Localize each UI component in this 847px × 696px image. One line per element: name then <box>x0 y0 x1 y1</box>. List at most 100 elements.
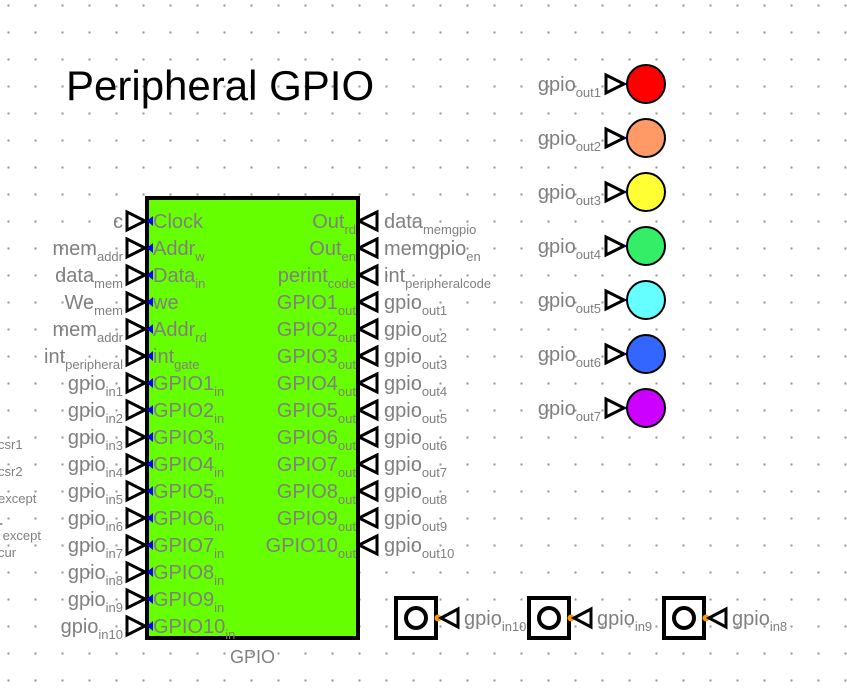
input-port-label: we <box>152 292 179 314</box>
input-pin <box>147 351 153 361</box>
input-button[interactable]: gpioin9 <box>527 596 652 640</box>
button-knob-icon <box>404 606 428 630</box>
output-port-label: GPIO10out <box>266 535 357 561</box>
component-name: GPIO <box>230 647 275 667</box>
right-tunnel-label: intperipheralcode <box>384 265 491 291</box>
right-tunnels: datamemgpiomemgpioenintperipheralcodegpi… <box>355 209 491 561</box>
left-tunnel-label: gpioin4 <box>68 454 123 480</box>
left-tunnel-label: gpioin8 <box>68 562 123 588</box>
led-label: gpioout6 <box>538 344 601 370</box>
tunnel-icon <box>705 606 728 630</box>
led-input-icon <box>604 72 628 96</box>
led-light <box>626 226 666 266</box>
clipped-label: cur <box>0 545 17 560</box>
tunnel-icon <box>125 614 149 638</box>
gpio-component[interactable]: GPIOClockAddrwDatainweAddrrdintgateGPIO1… <box>145 196 360 667</box>
right-tunnel-label: memgpioen <box>384 238 481 264</box>
led-light <box>626 64 666 104</box>
tunnel-icon <box>355 425 379 449</box>
input-pin <box>147 567 153 577</box>
tunnel-icon <box>125 263 149 287</box>
input-pin <box>147 459 153 469</box>
led-light <box>626 388 666 428</box>
tunnel-icon <box>355 533 379 557</box>
right-tunnel-label: gpioout9 <box>384 508 447 534</box>
right-tunnel-label: gpioout4 <box>384 373 447 399</box>
input-pin <box>147 216 153 226</box>
output-port-label: GPIO9out <box>277 508 357 534</box>
input-button[interactable]: gpioin10 <box>394 596 526 640</box>
input-button[interactable]: gpioin8 <box>662 596 787 640</box>
tunnel-icon <box>125 533 149 557</box>
gpio-body[interactable] <box>145 196 360 640</box>
left-tunnel-label: gpioin10 <box>61 616 123 642</box>
input-port-label: GPIO7in <box>153 535 224 561</box>
left-tunnel-label: datamem <box>55 265 123 291</box>
tunnel-icon <box>125 560 149 584</box>
clipped-label: rexcept <box>0 517 41 543</box>
input-pin <box>147 243 153 253</box>
right-tunnel-label: gpioout1 <box>384 292 447 318</box>
input-pin <box>147 270 153 280</box>
input-pin <box>147 486 153 496</box>
led-column: gpioout1 gpioout2 gpioout3 gpioout4 gpioout5… <box>538 64 666 428</box>
tunnel-icon <box>125 236 149 260</box>
tunnel-icon <box>125 479 149 503</box>
right-tunnel-label: gpioout6 <box>384 427 447 453</box>
button-label: gpioin10 <box>464 608 526 634</box>
tunnel-icon <box>355 263 379 287</box>
right-tunnel-label: gpioout10 <box>384 535 454 561</box>
left-tunnel-label: gpioin3 <box>68 427 123 453</box>
left-tunnel-label: gpioin2 <box>68 400 123 426</box>
right-tunnel-label: gpioout8 <box>384 481 447 507</box>
output-port-label: Outrd <box>312 211 356 237</box>
left-tunnel-label: gpioin6 <box>68 508 123 534</box>
led-input-icon <box>604 396 628 420</box>
right-tunnel-label: gpioout3 <box>384 346 447 372</box>
left-tunnels: cmemaddrdatamemWememmemaddrintperipheral… <box>44 209 149 642</box>
tunnel-icon <box>125 371 149 395</box>
output-port-label: GPIO5out <box>277 400 357 426</box>
input-pin <box>147 432 153 442</box>
button-row: gpioin10 gpioin9 gpioin8 <box>394 596 787 640</box>
tunnel-icon <box>125 290 149 314</box>
output-port-label: GPIO2out <box>277 319 357 345</box>
left-tunnel-label: memaddr <box>53 238 124 264</box>
button-label: gpioin9 <box>597 608 652 634</box>
led-label: gpioout5 <box>538 290 601 316</box>
led-label: gpioout1 <box>538 74 601 100</box>
clipped-label: except <box>0 491 37 506</box>
input-port-label: GPIO8in <box>153 562 224 588</box>
tunnel-icon <box>355 290 379 314</box>
led-light <box>626 118 666 158</box>
input-port-label: GPIO10in <box>153 616 235 642</box>
output-port-label: GPIO1out <box>277 292 357 318</box>
led-light <box>626 280 666 320</box>
input-pin <box>147 297 153 307</box>
output-port-label: GPIO6out <box>277 427 357 453</box>
output-port-label: GPIO7out <box>277 454 357 480</box>
input-pin <box>147 324 153 334</box>
tunnel-icon <box>355 506 379 530</box>
input-pin <box>147 378 153 388</box>
tunnel-icon <box>125 317 149 341</box>
right-tunnel-label: datamemgpio <box>384 211 476 237</box>
tunnel-icon <box>125 425 149 449</box>
input-pin <box>147 540 153 550</box>
input-port-label: GPIO2in <box>153 400 224 426</box>
input-port-label: Datain <box>153 265 205 291</box>
button-label: gpioin8 <box>732 608 787 634</box>
input-port-label: Addrrd <box>153 319 207 345</box>
tunnel-icon <box>355 371 379 395</box>
tunnel-icon <box>570 606 593 630</box>
left-tunnel-label: c <box>113 211 123 233</box>
left-tunnel-label: gpioin7 <box>68 535 123 561</box>
led-input-icon <box>604 126 628 150</box>
input-port-label: GPIO6in <box>153 508 224 534</box>
output-port-label: GPIO8out <box>277 481 357 507</box>
input-pin <box>147 621 153 631</box>
left-tunnel-label: gpioin5 <box>68 481 123 507</box>
input-pin <box>147 594 153 604</box>
tunnel-icon <box>355 452 379 476</box>
